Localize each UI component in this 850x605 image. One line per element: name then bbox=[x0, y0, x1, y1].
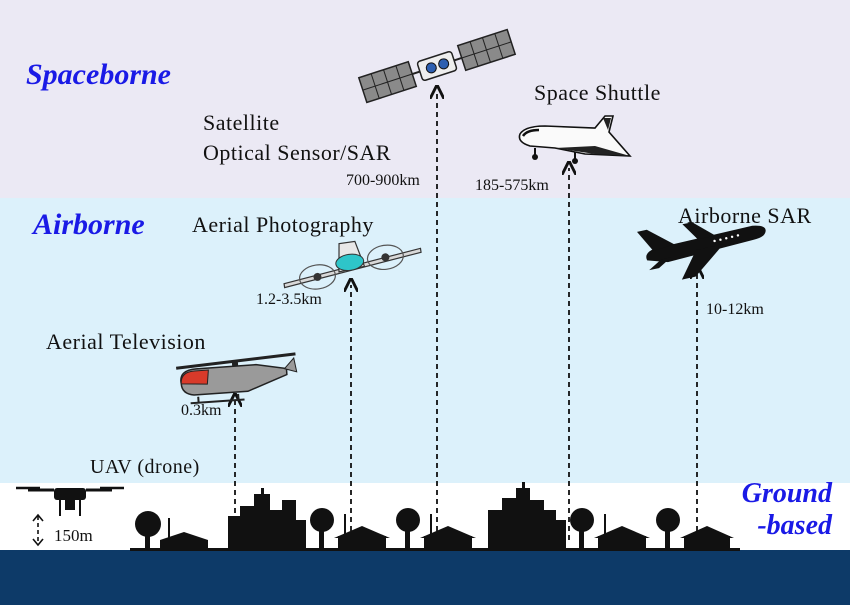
satellite-label: Satellite bbox=[203, 110, 280, 135]
aerial-photography-altitude-label: 1.2-3.5km bbox=[256, 291, 322, 308]
tree-house-group bbox=[135, 511, 208, 550]
jet-airplane-icon bbox=[636, 222, 766, 280]
propeller-plane-icon bbox=[283, 240, 422, 290]
spaceborne-zone-label: Spaceborne bbox=[26, 58, 171, 91]
helicopter-icon bbox=[175, 352, 298, 405]
uav-altitude-label: 150m bbox=[54, 526, 93, 545]
space-shuttle-label: Space Shuttle bbox=[534, 80, 661, 105]
tree-house-group bbox=[310, 508, 390, 550]
uav-label: UAV (drone) bbox=[90, 456, 200, 478]
city-skyline bbox=[488, 482, 566, 550]
earth-surface-band bbox=[0, 550, 850, 605]
ground-based-zone-label: Ground -based bbox=[742, 478, 832, 542]
city-skyline bbox=[228, 488, 306, 550]
airborne-zone-label: Airborne bbox=[33, 208, 145, 241]
space-shuttle-altitude-label: 185-575km bbox=[475, 177, 549, 194]
airborne-sar-label: Airborne SAR bbox=[678, 203, 812, 228]
tree-house-group bbox=[396, 508, 476, 550]
ground-based-label-line1: Ground bbox=[741, 478, 832, 509]
aerial-television-label: Aerial Television bbox=[46, 329, 206, 354]
aerial-television-altitude-label: 0.3km bbox=[181, 402, 222, 419]
space-shuttle-icon bbox=[518, 115, 632, 164]
satellite-sensor-label: Optical Sensor/SAR bbox=[203, 140, 392, 165]
tree-house-group bbox=[570, 508, 650, 550]
drone-altitude-arrow bbox=[32, 513, 44, 547]
ground-based-label-line2: -based bbox=[757, 510, 832, 541]
satellite-altitude-label: 700-900km bbox=[346, 172, 420, 189]
drone-icon bbox=[16, 486, 124, 516]
satellite-icon bbox=[357, 28, 517, 104]
aerial-photography-label: Aerial Photography bbox=[192, 212, 374, 237]
ground-silhouettes bbox=[130, 482, 740, 551]
spaceborne-zone-background bbox=[0, 0, 850, 198]
tree-house-group bbox=[656, 508, 734, 550]
airborne-sar-altitude-label: 10-12km bbox=[706, 301, 764, 318]
